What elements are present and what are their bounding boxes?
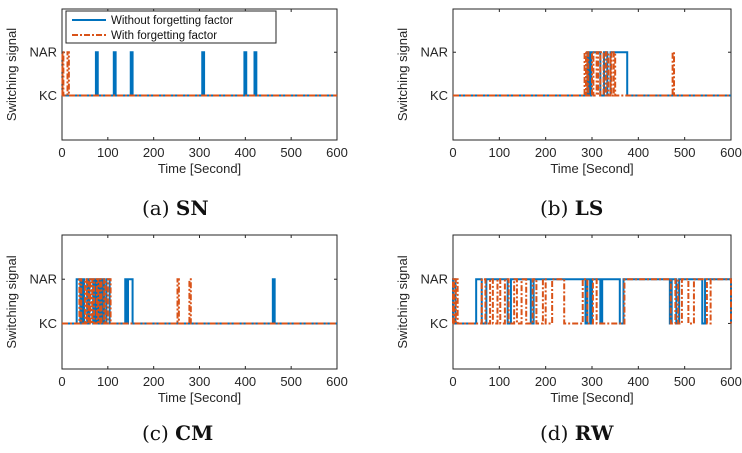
- legend-label-0: Without forgetting factor: [111, 15, 233, 27]
- x-tick-label-d-0: 0: [449, 374, 456, 389]
- x-tick-label-d-2: 200: [535, 374, 557, 389]
- y-axis-label-d: Switching signal: [395, 255, 410, 348]
- y-tick-label-c-0: KC: [39, 316, 57, 331]
- x-tick-label-b-1: 100: [488, 145, 510, 160]
- legend-label-1: With forgetting factor: [111, 30, 217, 42]
- legend-box: [65, 10, 277, 44]
- x-tick-label-a-5: 500: [280, 145, 302, 160]
- y-tick-label-b-0: KC: [430, 88, 448, 103]
- x-tick-label-a-0: 0: [58, 145, 65, 160]
- y-axis-label-a: Switching signal: [4, 28, 19, 121]
- x-tick-label-c-6: 600: [326, 374, 348, 389]
- x-tick-label-b-6: 600: [720, 145, 742, 160]
- x-tick-label-b-5: 500: [674, 145, 696, 160]
- y-axis-label-b: Switching signal: [395, 28, 410, 121]
- x-tick-label-a-4: 400: [234, 145, 256, 160]
- caption-b: (b) LS: [540, 196, 603, 220]
- legend: Without forgetting factor With forgetting…: [65, 10, 277, 44]
- caption-d-label: RW: [574, 421, 614, 445]
- caption-b-label: LS: [574, 196, 604, 220]
- x-tick-label-c-1: 100: [97, 374, 119, 389]
- y-axis-label-c: Switching signal: [4, 255, 19, 348]
- x-tick-label-c-2: 200: [143, 374, 165, 389]
- caption-a-prefix: (a): [142, 196, 170, 220]
- x-tick-label-c-0: 0: [58, 374, 65, 389]
- x-tick-label-d-5: 500: [674, 374, 696, 389]
- x-tick-label-b-0: 0: [449, 145, 456, 160]
- series-line-b-with-ff: [453, 51, 731, 97]
- caption-a-label: SN: [175, 196, 209, 220]
- x-tick-label-d-4: 400: [627, 374, 649, 389]
- y-tick-label-d-0: KC: [430, 316, 448, 331]
- y-tick-label-a-0: KC: [39, 88, 57, 103]
- x-axis-label-d: Time [Second]: [550, 390, 633, 405]
- x-tick-label-b-4: 400: [627, 145, 649, 160]
- caption-c: (c) CM: [142, 421, 213, 445]
- x-axis-label-a: Time [Second]: [158, 161, 241, 176]
- caption-a: (a) SN: [142, 196, 209, 220]
- x-tick-label-d-1: 100: [488, 374, 510, 389]
- series-line-a-with-ff: [61, 51, 337, 97]
- x-tick-label-c-3: 300: [189, 374, 211, 389]
- x-tick-label-b-3: 300: [581, 145, 603, 160]
- x-axis-label-c: Time [Second]: [158, 390, 241, 405]
- caption-c-label: CM: [175, 421, 214, 445]
- x-tick-label-c-5: 500: [280, 374, 302, 389]
- y-tick-label-c-1: NAR: [30, 272, 57, 287]
- x-tick-label-d-6: 600: [720, 374, 742, 389]
- y-tick-label-b-1: NAR: [421, 45, 448, 60]
- x-tick-label-b-2: 200: [535, 145, 557, 160]
- chart-a: 0 100 200 300 400 500 600 KC NAR Time [Second] Swi…: [4, 8, 348, 176]
- x-axis-label-b: Time [Second]: [550, 161, 633, 176]
- y-tick-label-a-1: NAR: [30, 45, 57, 60]
- caption-d: (d) RW: [540, 421, 613, 445]
- x-tick-label-a-2: 200: [143, 145, 165, 160]
- x-tick-label-a-1: 100: [97, 145, 119, 160]
- caption-d-prefix: (d): [540, 421, 569, 445]
- x-tick-label-a-6: 600: [326, 145, 348, 160]
- x-tick-label-a-3: 300: [189, 145, 211, 160]
- caption-b-prefix: (b): [540, 196, 569, 220]
- caption-c-prefix: (c): [142, 421, 169, 445]
- series-line-c-with-ff: [62, 278, 337, 325]
- chart-d: 0 100 200 300 400 500 600 KC NAR Time [Second] Swi…: [395, 234, 742, 405]
- x-tick-label-d-3: 300: [581, 374, 603, 389]
- chart-c: 0 100 200 300 400 500 600 KC NAR Time [Second] Swi…: [4, 234, 348, 405]
- chart-b: 0 100 200 300 400 500 600 KC NAR Time [Second] Swi…: [395, 8, 742, 176]
- x-tick-label-c-4: 400: [234, 374, 256, 389]
- y-tick-label-d-1: NAR: [421, 272, 448, 287]
- series-line-d-with-ff: [452, 278, 732, 325]
